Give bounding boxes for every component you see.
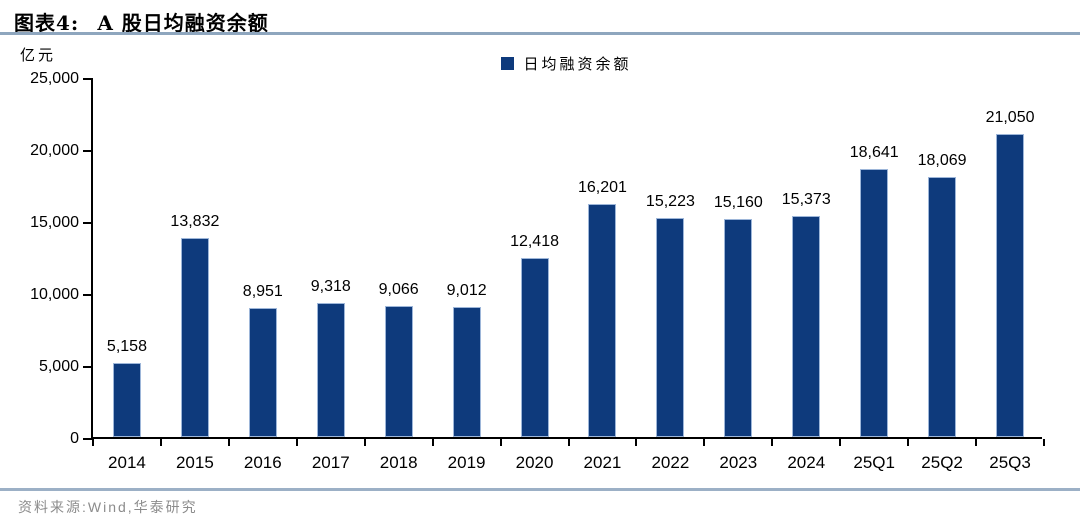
x-axis-category-label: 2014 (108, 453, 146, 472)
y-axis-unit-label: 亿元 (20, 47, 57, 64)
x-axis-category-label: 2020 (515, 453, 554, 472)
bar (520, 258, 549, 437)
x-axis-category-label: 2017 (311, 453, 350, 472)
bar (724, 218, 753, 437)
x-axis-tick (907, 439, 910, 446)
x-axis-category-label: 25Q2 (921, 453, 963, 472)
y-axis-tick (83, 438, 93, 440)
x-axis-category-label: 2019 (447, 453, 486, 472)
x-axis-category-label: 2023 (719, 453, 758, 472)
chart-header: 图表4: A 股日均融资余额 (14, 7, 269, 36)
page-title: A 股日均融资余额 (97, 11, 269, 35)
x-axis-tick (771, 439, 774, 446)
y-axis-tick (83, 366, 93, 368)
bar-value-label: 15,160 (713, 193, 763, 211)
y-axis-tick (83, 150, 93, 152)
x-axis-category-label: 2022 (651, 453, 690, 472)
x-axis-tick (227, 439, 230, 446)
bar (656, 217, 685, 437)
bar (928, 176, 957, 437)
figure-label: 图表4: (14, 11, 80, 35)
bar-value-label: 18,641 (849, 143, 899, 161)
bar (384, 306, 413, 437)
bar-value-label: 9,066 (378, 281, 419, 299)
bar-value-label: 9,318 (310, 277, 351, 295)
x-axis-tick (431, 439, 434, 446)
y-axis-tick-label: 0 (70, 430, 79, 447)
bar-value-label: 12,418 (510, 233, 559, 251)
plot-area: 0 5,000 10,000 15,000 20,000 25,000 5,158 2014 1… (30, 70, 1045, 472)
bar-value-label: 21,050 (985, 108, 1035, 126)
bar (452, 307, 481, 437)
x-axis-tick (839, 439, 842, 446)
bar (860, 168, 889, 437)
bar-value-label: 18,069 (917, 151, 967, 169)
bar (248, 308, 277, 437)
footer-divider (0, 488, 1080, 491)
x-axis-tick (703, 439, 706, 446)
bar (316, 302, 345, 437)
x-axis-tick (1043, 439, 1045, 446)
x-axis-tick (92, 439, 94, 446)
bar (180, 237, 209, 437)
bar (792, 215, 821, 437)
x-axis-tick (975, 439, 978, 446)
y-axis-tick (83, 78, 93, 80)
legend-label: 日均融资余额 (523, 56, 632, 73)
x-axis-category-label: 2015 (175, 453, 214, 472)
bar (588, 203, 617, 437)
x-axis-tick (295, 439, 298, 446)
x-axis-category-label: 25Q1 (853, 453, 895, 472)
y-axis-tick-label: 10,000 (30, 286, 79, 303)
legend-swatch-icon (501, 57, 515, 70)
x-axis-category-label: 2018 (379, 453, 418, 472)
x-axis-tick (499, 439, 502, 446)
source-note: 资料来源:Wind,华泰研究 (18, 499, 198, 515)
bar-value-label: 8,951 (242, 283, 283, 301)
x-axis-tick (635, 439, 638, 446)
y-axis-tick (83, 294, 93, 296)
x-axis-tick (567, 439, 570, 446)
legend: 日均融资余额 (91, 53, 1042, 74)
x-axis-category-label: 25Q3 (989, 453, 1031, 472)
bar-value-label: 5,158 (106, 337, 147, 355)
header-divider (0, 32, 1080, 35)
y-axis-tick-label: 15,000 (30, 214, 79, 231)
bar-value-label: 16,201 (577, 178, 627, 196)
bar-value-label: 15,223 (645, 192, 695, 210)
bar (996, 133, 1025, 437)
x-axis-category-label: 2016 (243, 453, 282, 472)
bar-value-label: 15,373 (781, 190, 831, 208)
x-axis-category-label: 2021 (583, 453, 622, 472)
x-axis-tick (159, 439, 162, 446)
bar (112, 362, 141, 437)
y-axis-tick (83, 222, 93, 224)
x-axis-tick (363, 439, 366, 446)
bar-value-label: 13,832 (170, 212, 220, 230)
y-axis-tick-label: 25,000 (30, 70, 79, 87)
bar-value-label: 9,012 (446, 282, 487, 300)
y-axis-tick-label: 5,000 (38, 358, 79, 375)
y-axis-tick-label: 20,000 (30, 142, 79, 159)
x-axis-category-label: 2024 (787, 453, 826, 472)
